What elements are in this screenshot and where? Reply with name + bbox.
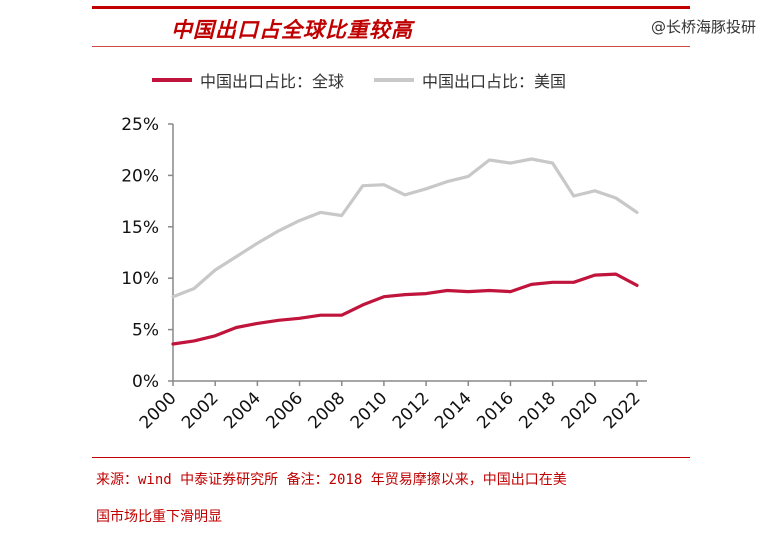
- y-tick-label: 20%: [121, 166, 159, 186]
- source-rule: [92, 457, 690, 458]
- x-tick-label: 2020: [558, 388, 603, 433]
- legend: 中国出口占比：全球 中国出口占比：美国: [152, 68, 596, 92]
- legend-label-global: 中国出口占比：全球: [200, 72, 345, 91]
- source-note-line-1: 来源：wind 中泰证券研究所 备注：2018 年贸易摩擦以来，中国出口在美: [96, 472, 567, 488]
- y-tick-label: 0%: [132, 372, 159, 392]
- chart-title: 中国出口占全球比重较高: [171, 17, 413, 42]
- watermark: @长桥海豚投研: [650, 18, 756, 36]
- legend-item-us: 中国出口占比：美国: [374, 68, 566, 92]
- legend-item-global: 中国出口占比：全球: [152, 68, 344, 92]
- y-tick-label: 10%: [121, 269, 159, 289]
- series-line-global: [171, 272, 639, 346]
- x-tick-label: 2006: [262, 388, 307, 433]
- x-tick-label: 2010: [347, 388, 392, 433]
- title-rule: [92, 46, 690, 47]
- y-tick-label: 25%: [121, 115, 159, 135]
- top-rule: [92, 6, 690, 9]
- x-tick-label: 2012: [389, 388, 434, 433]
- x-tick-label: 2004: [220, 388, 265, 433]
- series-line-us: [171, 157, 639, 299]
- legend-label-us: 中国出口占比：美国: [422, 72, 567, 91]
- x-tick-label: 2016: [473, 388, 518, 433]
- legend-swatch-global: [152, 78, 192, 82]
- x-tick-label: 2002: [178, 388, 223, 433]
- x-tick-label: 2014: [431, 388, 476, 433]
- source-note-line-2: 国市场比重下滑明显: [96, 509, 222, 525]
- y-tick-label: 5%: [132, 321, 159, 341]
- legend-swatch-us: [374, 78, 415, 82]
- x-tick-label: 2022: [600, 388, 645, 433]
- x-tick-label: 2018: [515, 388, 560, 433]
- x-tick-label: 2008: [305, 388, 350, 433]
- source-note: 来源：wind 中泰证券研究所 备注：2018 年贸易摩擦以来，中国出口在美 国…: [96, 462, 696, 536]
- y-tick-label: 15%: [121, 218, 159, 238]
- x-tick-label: 2000: [136, 388, 181, 433]
